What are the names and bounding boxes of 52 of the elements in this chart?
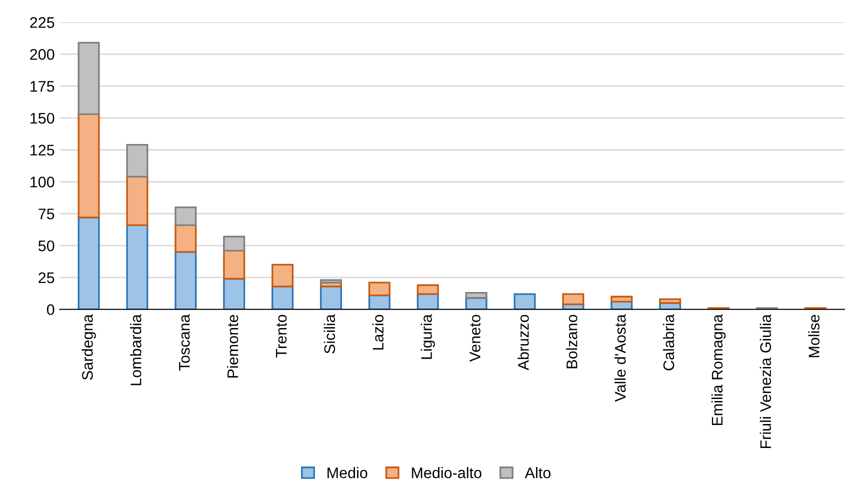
x-tick-label: Piemonte	[226, 314, 238, 378]
x-tick-label: Valle d'Aosta	[614, 314, 626, 402]
x-tick-label: Sardegna	[82, 314, 96, 380]
y-tick-label: 125	[30, 144, 54, 156]
x-tick-label: Lombardia	[130, 314, 142, 386]
x-tick-label: Abruzzo	[518, 314, 529, 370]
bar	[174, 251, 197, 310]
bar	[126, 176, 148, 226]
bar	[126, 144, 148, 178]
bar	[78, 42, 100, 115]
bar	[320, 279, 342, 284]
x-tick-label: Molise	[808, 314, 820, 358]
bar	[78, 216, 100, 310]
x-tick-label: Liguria	[420, 314, 435, 359]
bar	[368, 282, 390, 296]
legend-label: Alto	[524, 467, 550, 478]
y-tick-label: 0	[46, 304, 54, 316]
bar	[126, 224, 148, 310]
legend-label: Medio	[328, 467, 368, 478]
bar	[174, 224, 197, 253]
bar	[562, 293, 584, 306]
bar	[514, 293, 536, 310]
y-tick-label: 25	[38, 272, 54, 284]
x-tick-label: Lazio	[372, 314, 384, 350]
bar	[223, 236, 246, 252]
bar	[659, 298, 682, 304]
y-tick-label: 200	[30, 49, 54, 60]
bar	[272, 264, 294, 288]
x-tick-label: Veneto	[470, 314, 480, 362]
bar	[320, 286, 342, 310]
x-tick-label: Bolzano	[566, 314, 578, 368]
x-tick-label: Sicilia	[324, 314, 336, 354]
x-tick-label: Toscana	[179, 314, 190, 371]
bar	[223, 278, 246, 310]
x-tick-label: Emilia Romagna	[711, 314, 726, 426]
x-tick-label: Friuli Venezia Giulia	[760, 314, 772, 448]
bar	[223, 250, 246, 280]
y-tick-label: 100	[30, 176, 54, 188]
y-tick-label: 175	[30, 81, 54, 92]
y-tick-label: 50	[38, 240, 54, 252]
bar	[78, 113, 100, 218]
bar	[174, 206, 197, 226]
bar	[416, 284, 439, 295]
x-tick-label: Trento	[276, 314, 287, 358]
y-tick-label: 75	[38, 208, 54, 220]
y-tick-label: 225	[30, 17, 54, 28]
x-tick-label: Calabria	[662, 314, 674, 370]
bar	[272, 286, 294, 310]
bar	[465, 292, 488, 299]
y-tick-label: 150	[30, 112, 54, 124]
bar	[610, 296, 633, 303]
legend-label: Medio-alto	[412, 467, 482, 478]
